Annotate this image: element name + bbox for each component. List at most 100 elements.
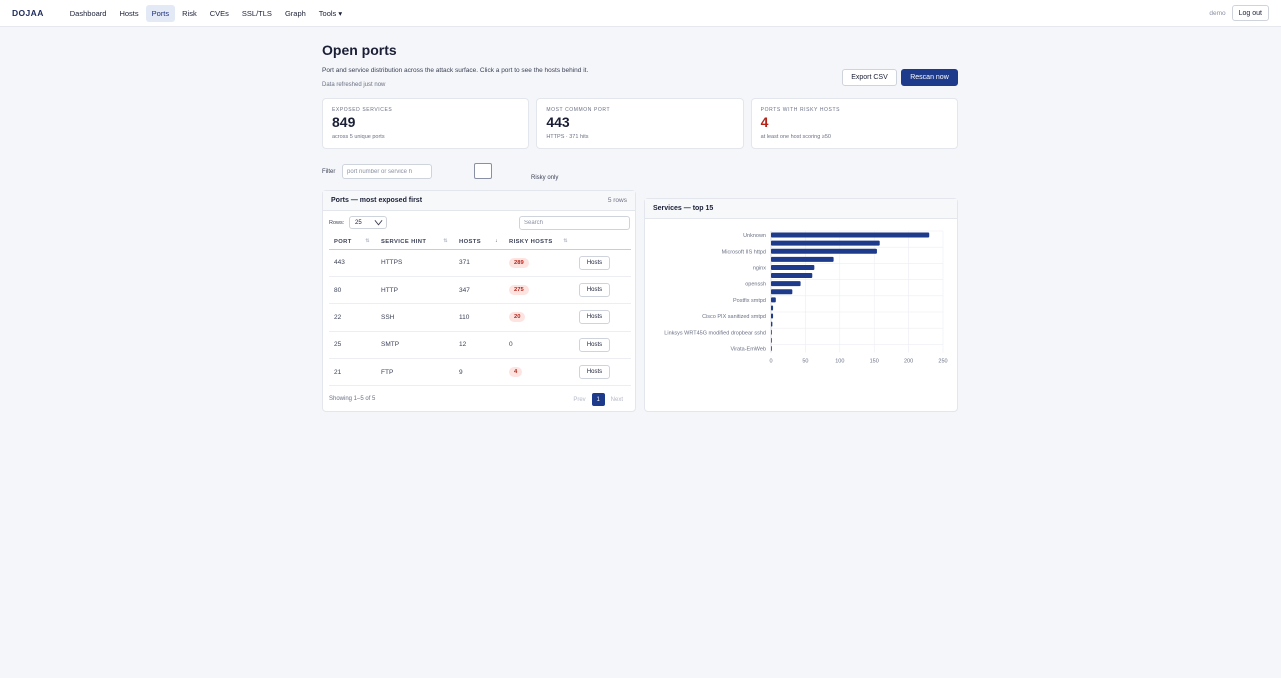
services-bar-chart: 0 50 100 150 200 250 Unknown Microsoft IIS http… [664,230,948,365]
page-1-button[interactable]: 1 [591,393,605,406]
hosts-button[interactable]: Hosts [579,365,610,380]
hosts-button[interactable]: Hosts [579,337,610,352]
main-content: Open ports Port and service distribution… [322,40,958,412]
cell-action: Hosts [574,358,631,387]
logout-button[interactable]: Log out [1231,5,1269,21]
risky-badge: 4 [509,367,523,378]
cell-service: HTTPS [376,249,454,277]
nav-dashboard[interactable]: Dashboard [69,8,107,18]
card-value: 849 [332,114,356,130]
row-count: 5 rows [607,197,627,204]
x-tick-label: 100 [835,359,844,365]
nav-graph[interactable]: Graph [284,8,306,18]
services-chart-panel: Services — top 15 0 50 100 150 200 250 Unknown… [644,198,958,412]
card-risky-ports: PORTS WITH RISKY HOSTS 4 at least one ho… [750,98,958,149]
bar [771,248,877,254]
cell-hosts: 110 [454,303,504,332]
y-tick-label: Linksys WRT45G modified dropbear sshd [664,330,766,336]
bar [771,281,801,287]
table-controls: Rows: 25 [323,211,635,231]
cell-action: Hosts [574,331,631,360]
nav-ssl-tls[interactable]: SSL/TLS [241,8,272,18]
filter-input[interactable] [342,164,432,179]
cell-hosts: 9 [454,358,504,387]
y-tick-label: Cisco PIX sanitized smtpd [702,314,766,320]
table-search-input[interactable] [519,216,630,230]
prev-page-button[interactable]: Prev [573,396,586,403]
nav-risk[interactable]: Risk [182,8,197,18]
table-row[interactable]: 443 HTTPS 371 289 Hosts [329,249,631,277]
col-header-hosts[interactable]: HOSTS ↓ [454,235,504,250]
next-page-button[interactable]: Next [610,396,623,403]
bar [771,289,793,295]
bar [771,232,930,238]
cell-risky: 0 [504,331,574,360]
bar [771,305,774,311]
nav-hosts[interactable]: Hosts [119,8,139,18]
ports-panel-header: Ports — most exposed first 5 rows [323,191,635,211]
export-csv-button[interactable]: Export CSV [842,69,897,86]
nav-ports[interactable]: Ports [145,4,176,22]
filter-label: Filter [322,169,336,175]
cell-risky: 289 [504,249,574,277]
rows-value: 25 [355,220,362,226]
page-title: Open ports [322,42,397,58]
hosts-button[interactable]: Hosts [579,283,610,298]
col-header-actions [574,235,631,250]
top-nav: DOJAA Dashboard Hosts Ports Risk CVEs SS… [0,0,1281,27]
username: demo [1209,9,1226,17]
rows-per-page-select[interactable]: 25 [349,216,387,229]
sort-desc-icon: ↓ [495,238,498,244]
bar [771,337,772,343]
table-row[interactable]: 22 SSH 110 20 Hosts [329,303,631,332]
x-tick-label: 50 [802,359,808,365]
table-row[interactable]: 25 SMTP 12 0 Hosts [329,331,631,360]
x-tick-label: 0 [769,359,772,365]
col-header-port[interactable]: PORT ⇅ [329,235,376,250]
col-header-service[interactable]: SERVICE HINT ⇅ [376,235,454,250]
col-header-risky-hosts[interactable]: RISKY HOSTS ⇅ [504,235,574,250]
cell-hosts: 371 [454,249,504,277]
cell-risky: 275 [504,276,574,305]
cell-risky: 20 [504,303,574,332]
cell-risky: 4 [504,358,574,387]
cell-port: 443 [329,249,376,277]
filter-row: Filter Risky only [322,163,622,183]
card-most-common-port: MOST COMMON PORT 443 HTTPS · 371 hits [536,98,744,149]
nav-tools-menu[interactable]: Tools ▾ [318,8,343,18]
panel-title: Services — top 15 [653,205,714,212]
card-subtext: HTTPS · 371 hits [546,134,589,140]
table-row[interactable]: 80 HTTP 347 275 Hosts [329,276,631,305]
bar [771,297,776,303]
risky-badge: 20 [509,312,526,323]
card-exposed-services: EXPOSED SERVICES 849 across 5 unique por… [322,98,530,149]
y-tick-label: openssh [745,282,766,288]
hosts-button[interactable]: Hosts [579,255,610,270]
bar [771,264,815,270]
cell-hosts: 12 [454,331,504,360]
ports-panel: Ports — most exposed first 5 rows Rows: … [322,190,636,412]
bar [771,345,772,351]
y-tick-label: Virata-EmWeb [730,346,766,352]
bar [771,329,772,335]
table-row[interactable]: 21 FTP 9 4 Hosts [329,358,631,387]
card-label: PORTS WITH RISKY HOSTS [760,107,841,113]
cell-action: Hosts [574,276,631,305]
brand-logo[interactable]: DOJAA [12,8,44,18]
cell-service: SMTP [376,331,454,360]
sort-icon: ⇅ [365,238,370,244]
card-subtext: across 5 unique ports [332,134,385,140]
risky-only-checkbox[interactable] [474,163,492,179]
x-tick-label: 250 [938,359,947,365]
chart-panel-header: Services — top 15 [645,199,957,219]
hosts-button[interactable]: Hosts [579,310,610,325]
nav-cves[interactable]: CVEs [209,8,229,18]
cell-service: SSH [376,303,454,332]
y-tick-label: Postfix smtpd [733,298,766,304]
ports-table: PORT ⇅ SERVICE HINT ⇅ HOSTS ↓ RISKY HOSTS ⇅ … [329,235,631,387]
header-actions: Export CSV Rescan now [842,69,958,86]
risky-only-label: Risky only [531,175,559,181]
x-tick-label: 200 [904,359,913,365]
rescan-button[interactable]: Rescan now [901,69,958,86]
showing-count: Showing 1–5 of 5 [329,396,376,402]
